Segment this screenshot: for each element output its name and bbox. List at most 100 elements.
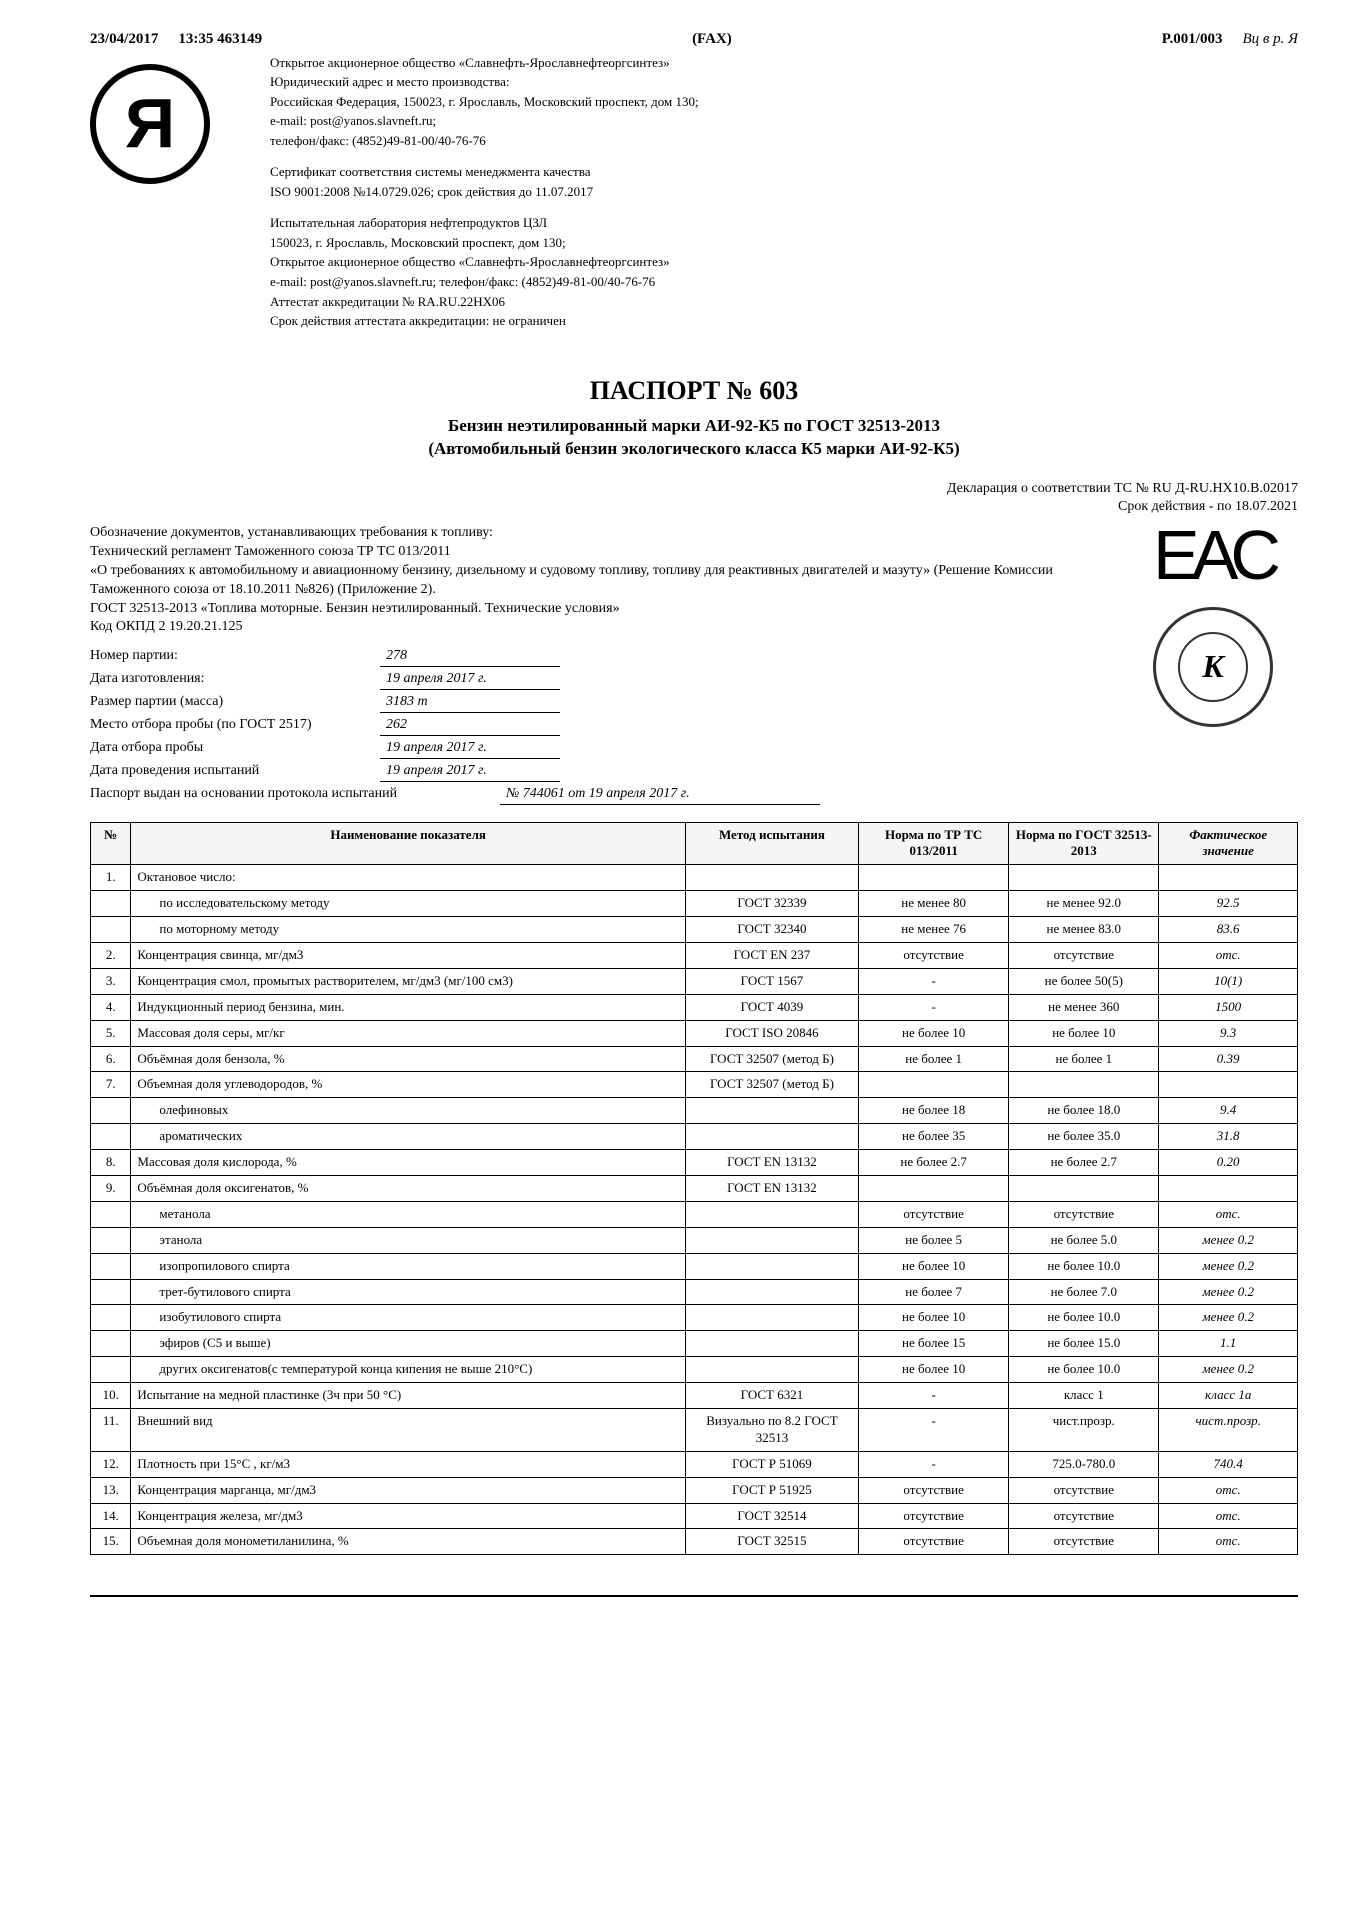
company-addr-label: Юридический адрес и место производства: — [270, 73, 1298, 91]
table-row: олефиновыхне более 18не более 18.09.4 — [91, 1098, 1298, 1124]
table-row: 5.Массовая доля серы, мг/кгГОСТ ISO 2084… — [91, 1020, 1298, 1046]
cell-norm2: отсутствие — [1009, 1477, 1159, 1503]
cell-method: ГОСТ Р 51925 — [685, 1477, 858, 1503]
cell-method: ГОСТ 32507 (метод Б) — [685, 1046, 858, 1072]
cell-fact: отс. — [1159, 1201, 1298, 1227]
cell-norm1: отсутствие — [859, 1503, 1009, 1529]
cell-norm2: не более 15.0 — [1009, 1331, 1159, 1357]
cell-method: ГОСТ Р 51069 — [685, 1451, 858, 1477]
cell-norm2: не более 10.0 — [1009, 1357, 1159, 1383]
cell-fact: менее 0.2 — [1159, 1227, 1298, 1253]
cell-norm2: отсутствие — [1009, 943, 1159, 969]
lab-line3: Открытое акционерное общество «Славнефть… — [270, 253, 1298, 271]
cell-num: 14. — [91, 1503, 131, 1529]
company-block: Открытое акционерное общество «Славнефть… — [270, 54, 1298, 150]
cell-method: ГОСТ 32515 — [685, 1529, 858, 1555]
cell-norm1 — [859, 1176, 1009, 1202]
sample-date-label: Дата отбора пробы — [90, 739, 380, 759]
cell-norm1: отсутствие — [859, 1529, 1009, 1555]
cell-num: 8. — [91, 1150, 131, 1176]
th-name: Наименование показателя — [131, 822, 685, 865]
stamp-letter: K — [1178, 632, 1248, 702]
cell-method: ГОСТ EN 237 — [685, 943, 858, 969]
company-logo: Я — [90, 64, 210, 184]
cell-num — [91, 1331, 131, 1357]
cell-method: ГОСТ 4039 — [685, 994, 858, 1020]
fax-time: 13:35 463149 — [178, 30, 262, 50]
table-row: 8.Массовая доля кислорода, %ГОСТ EN 1313… — [91, 1150, 1298, 1176]
cert-line2: ISO 9001:2008 №14.0729.026; срок действи… — [270, 183, 1298, 201]
cell-norm1: - — [859, 1451, 1009, 1477]
cell-norm2: отсутствие — [1009, 1201, 1159, 1227]
table-row: 6.Объёмная доля бензола, %ГОСТ 32507 (ме… — [91, 1046, 1298, 1072]
sample-date: 19 апреля 2017 г. — [380, 739, 560, 759]
cell-name: Объёмная доля оксигенатов, % — [131, 1176, 685, 1202]
table-row: 10.Испытание на медной пластинке (3ч при… — [91, 1383, 1298, 1409]
table-row: 1.Октановое число: — [91, 865, 1298, 891]
cell-name: других оксигенатов(с температурой конца … — [131, 1357, 685, 1383]
table-row: 2.Концентрация свинца, мг/дм3ГОСТ EN 237… — [91, 943, 1298, 969]
company-phone: телефон/факс: (4852)49-81-00/40-76-76 — [270, 132, 1298, 150]
doc-l2: Технический регламент Таможенного союза … — [90, 543, 1108, 562]
cell-name: изопропилового спирта — [131, 1253, 685, 1279]
cell-name: Индукционный период бензина, мин. — [131, 994, 685, 1020]
cell-norm1: не более 5 — [859, 1227, 1009, 1253]
cell-norm1: не более 7 — [859, 1279, 1009, 1305]
table-row: других оксигенатов(с температурой конца … — [91, 1357, 1298, 1383]
cell-name: ароматических — [131, 1124, 685, 1150]
cell-num: 6. — [91, 1046, 131, 1072]
cell-method — [685, 1305, 858, 1331]
cell-method: ГОСТ 1567 — [685, 968, 858, 994]
cell-norm1: - — [859, 994, 1009, 1020]
test-date-label: Дата проведения испытаний — [90, 762, 380, 782]
cell-name: Октановое число: — [131, 865, 685, 891]
cell-fact: менее 0.2 — [1159, 1279, 1298, 1305]
cert-line1: Сертификат соответствия системы менеджме… — [270, 163, 1298, 181]
table-row: 4.Индукционный период бензина, мин.ГОСТ … — [91, 994, 1298, 1020]
cell-norm2: не более 1 — [1009, 1046, 1159, 1072]
fax-note: Вц в р. Я — [1242, 30, 1298, 50]
cell-method: ГОСТ 32339 — [685, 891, 858, 917]
table-row: 12.Плотность при 15°С , кг/м3ГОСТ Р 5106… — [91, 1451, 1298, 1477]
cell-norm1: не более 18 — [859, 1098, 1009, 1124]
cell-num: 9. — [91, 1176, 131, 1202]
cell-norm1: отсутствие — [859, 1201, 1009, 1227]
cell-fact: отс. — [1159, 1529, 1298, 1555]
cell-norm1: не более 1 — [859, 1046, 1009, 1072]
cell-norm2: чист.прозр. — [1009, 1409, 1159, 1452]
cell-num — [91, 1098, 131, 1124]
cell-norm2: не более 10.0 — [1009, 1305, 1159, 1331]
cell-num: 4. — [91, 994, 131, 1020]
cell-num: 11. — [91, 1409, 131, 1452]
cell-norm1: отсутствие — [859, 1477, 1009, 1503]
cell-method — [685, 865, 858, 891]
cell-fact: класс 1а — [1159, 1383, 1298, 1409]
cell-num: 5. — [91, 1020, 131, 1046]
cell-fact: отс. — [1159, 1503, 1298, 1529]
batch-size: 3183 т — [380, 693, 560, 713]
fax-header: 23/04/2017 13:35 463149 (FAX) P.001/003 … — [90, 30, 1298, 50]
cell-norm2: класс 1 — [1009, 1383, 1159, 1409]
company-name: Открытое акционерное общество «Славнефть… — [270, 54, 1298, 72]
test-date: 19 апреля 2017 г. — [380, 762, 560, 782]
cell-norm2: 725.0-780.0 — [1009, 1451, 1159, 1477]
cell-norm2 — [1009, 1072, 1159, 1098]
cell-method — [685, 1201, 858, 1227]
logo-letter: Я — [125, 78, 175, 169]
mfg-date: 19 апреля 2017 г. — [380, 670, 560, 690]
cell-fact: 83.6 — [1159, 917, 1298, 943]
cell-norm1 — [859, 1072, 1009, 1098]
declaration-line2: Срок действия - по 18.07.2021 — [947, 498, 1298, 516]
cell-fact: менее 0.2 — [1159, 1305, 1298, 1331]
company-addr: Российская Федерация, 150023, г. Ярослав… — [270, 93, 1298, 111]
cell-norm2: не более 50(5) — [1009, 968, 1159, 994]
lab-line6: Срок действия аттестата аккредитации: не… — [270, 312, 1298, 330]
cell-num: 1. — [91, 865, 131, 891]
cell-name: Объёмная доля бензола, % — [131, 1046, 685, 1072]
sample-place: 262 — [380, 716, 560, 736]
cell-norm2: не более 10.0 — [1009, 1253, 1159, 1279]
cell-num: 10. — [91, 1383, 131, 1409]
declaration-line1: Декларация о соответствии ТС № RU Д-RU.H… — [947, 480, 1298, 498]
cell-norm1: не менее 80 — [859, 891, 1009, 917]
cell-norm2 — [1009, 1176, 1159, 1202]
